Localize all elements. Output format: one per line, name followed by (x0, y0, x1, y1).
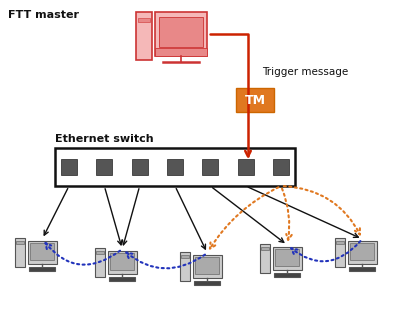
Bar (110, 253, 134, 270)
Bar (96, 251, 103, 254)
Bar (28, 241, 57, 263)
Bar (181, 255, 188, 258)
Bar (16, 241, 24, 244)
Bar (259, 244, 270, 273)
Bar (155, 12, 207, 56)
Bar (273, 159, 289, 175)
Bar (336, 241, 344, 244)
FancyArrowPatch shape (291, 241, 360, 261)
Text: FTT master: FTT master (8, 10, 79, 20)
Bar (55, 148, 295, 186)
Bar (14, 238, 25, 266)
Bar (30, 267, 55, 271)
FancyArrowPatch shape (210, 187, 279, 249)
Bar (167, 159, 183, 175)
Bar (136, 12, 152, 60)
Text: TM: TM (245, 94, 265, 107)
FancyArrowPatch shape (282, 188, 292, 240)
Bar (95, 248, 105, 276)
FancyArrowPatch shape (284, 186, 360, 234)
Bar (108, 251, 136, 274)
Bar (193, 255, 221, 277)
Bar (109, 277, 135, 281)
Bar (350, 267, 375, 271)
Bar (350, 243, 374, 260)
Bar (195, 257, 219, 274)
Bar (275, 249, 299, 266)
Bar (155, 48, 207, 56)
Bar (96, 159, 113, 175)
Bar (180, 252, 190, 280)
Bar (138, 18, 150, 22)
Bar (202, 159, 218, 175)
Bar (159, 17, 203, 47)
Bar (261, 247, 269, 250)
Bar (348, 241, 377, 263)
Bar (238, 159, 254, 175)
Text: Ethernet switch: Ethernet switch (55, 134, 154, 144)
Bar (30, 243, 54, 260)
Bar (273, 247, 302, 270)
Bar (334, 238, 345, 266)
Text: Trigger message: Trigger message (262, 67, 348, 77)
FancyArrowPatch shape (45, 243, 120, 265)
FancyBboxPatch shape (236, 88, 274, 112)
Bar (132, 159, 148, 175)
Bar (61, 159, 77, 175)
FancyArrowPatch shape (126, 252, 205, 268)
Bar (275, 273, 300, 277)
Bar (194, 281, 220, 285)
